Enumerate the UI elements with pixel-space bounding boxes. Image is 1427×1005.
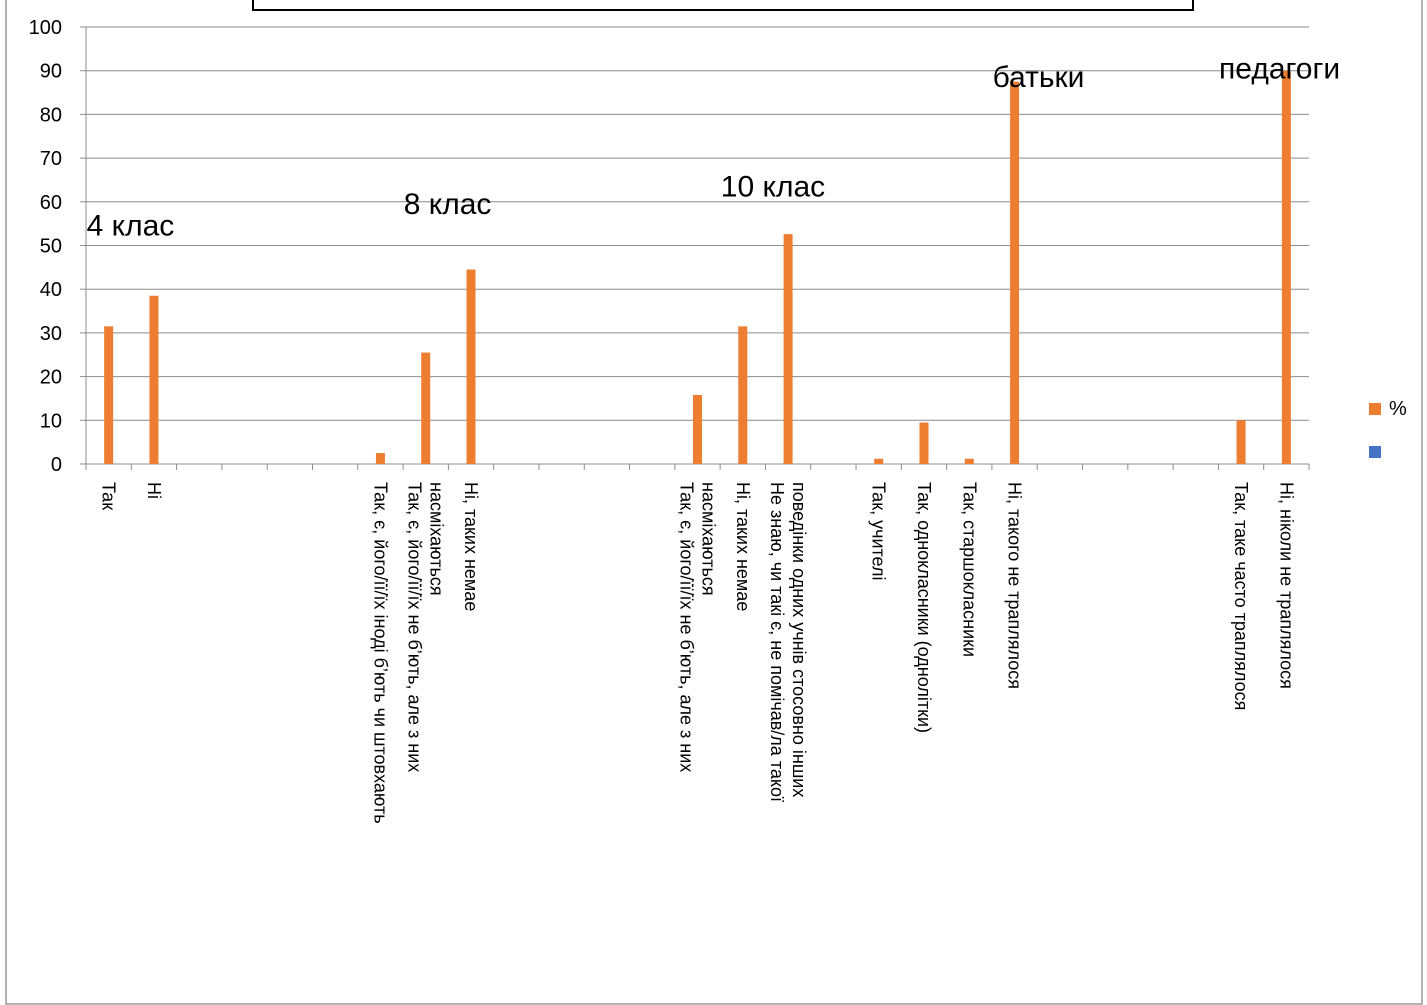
bar: [1236, 420, 1246, 464]
y-tick-label: 30: [40, 323, 62, 345]
category-label-line: поведінки одних учнів стосовно інших: [789, 482, 809, 797]
category-label-line: Так, є, його/її/їх не б’ють, але з них: [677, 482, 697, 772]
bar: [919, 422, 929, 464]
category-label: Так, таке часто траплялося: [1231, 482, 1251, 710]
y-tick-label: 70: [40, 148, 62, 170]
category-label-line: Так, однокласники (однолітки): [914, 482, 934, 733]
category-label-line: Ні: [144, 482, 164, 499]
bar: [466, 269, 476, 464]
bar: [874, 458, 884, 464]
category-label: Ні, ніколи не траплялося: [1276, 482, 1296, 689]
category-label: Ні, таких немае: [733, 482, 753, 611]
category-label: Так, старшокласники: [959, 482, 979, 657]
group-label: педагоги: [1219, 52, 1340, 85]
bar: [149, 295, 159, 464]
category-label-line: Ні, такого не траплялося: [1005, 482, 1025, 689]
bar: [421, 352, 431, 464]
bar: [375, 453, 385, 464]
category-label-line: Так, є, його/її/їх не б’ють, але з них: [405, 482, 425, 772]
y-tick-label: 20: [40, 367, 62, 389]
y-tick-label: 10: [40, 410, 62, 432]
category-label-line: насміхаються: [427, 482, 447, 596]
bar: [783, 234, 793, 464]
bar: [738, 326, 748, 464]
group-label: 10 клас: [721, 170, 825, 203]
y-tick-label: 50: [40, 236, 62, 258]
y-tick-label: 40: [40, 279, 62, 301]
y-tick-label: 80: [40, 104, 62, 126]
category-label: Ні: [144, 482, 164, 499]
category-label: Ні, таких немае: [461, 482, 481, 611]
category-label: Так, однокласники (однолітки): [914, 482, 934, 733]
category-label-line: Так, таке часто траплялося: [1231, 482, 1251, 710]
category-label-line: Ні, таких немае: [733, 482, 753, 611]
legend-swatch: [1369, 403, 1381, 415]
bar: [1281, 70, 1291, 464]
category-label-line: Так, старшокласники: [959, 482, 979, 657]
y-tick-label: 90: [40, 61, 62, 83]
category-labels: Так Ні Так, є, його/її/їх іноді б’ють чи ш…: [99, 482, 1297, 824]
category-label-line: Ні, ніколи не траплялося: [1276, 482, 1296, 689]
bar: [693, 394, 702, 464]
legend: %: [1369, 398, 1407, 458]
category-label-line: насміхаються: [699, 482, 719, 596]
chart-frame: [5, 0, 1423, 1005]
title-box: [252, 0, 1194, 11]
category-label: Так: [99, 482, 119, 510]
axes: 0 10 20 30 40 50 60 70 80 90 100: [29, 17, 1310, 476]
y-tick-label: 100: [29, 17, 62, 39]
bars: [104, 70, 1291, 464]
category-label-line: Так: [99, 482, 119, 510]
category-label: Так, є, його/її/їх іноді б’ють чи штовха…: [370, 482, 390, 824]
bar: [104, 326, 114, 464]
category-label-line: Не знаю, чи такі є, не помічав/ла такої: [767, 482, 787, 802]
legend-label: %: [1389, 398, 1407, 420]
category-label-line: Ні, таких немае: [461, 482, 481, 611]
category-label: Не знаю, чи такі є, не помічав/ла такої п…: [767, 482, 809, 802]
group-label: 4 клас: [87, 210, 175, 243]
category-label: Ні, такого не траплялося: [1005, 482, 1025, 689]
group-label: 8 клас: [404, 188, 492, 221]
group-label: батьки: [993, 61, 1085, 94]
category-label: Так, є, його/її/їх не б’ють, але з них на…: [677, 482, 719, 772]
gridlines: [86, 26, 1309, 421]
category-label: Так, учителі: [869, 482, 889, 580]
y-tick-label: 60: [40, 192, 62, 214]
y-tick-label: 0: [51, 454, 62, 476]
group-labels: 4 клас 8 клас 10 клас батьки педагоги: [87, 52, 1341, 242]
legend-swatch: [1369, 446, 1381, 458]
category-label-line: Так, учителі: [869, 482, 889, 580]
bar: [964, 458, 974, 464]
category-label: Так, є, його/її/їх не б’ють, але з них на…: [405, 482, 447, 772]
bar: [1010, 81, 1020, 464]
category-label-line: Так, є, його/її/їх іноді б’ють чи штовха…: [370, 482, 390, 824]
